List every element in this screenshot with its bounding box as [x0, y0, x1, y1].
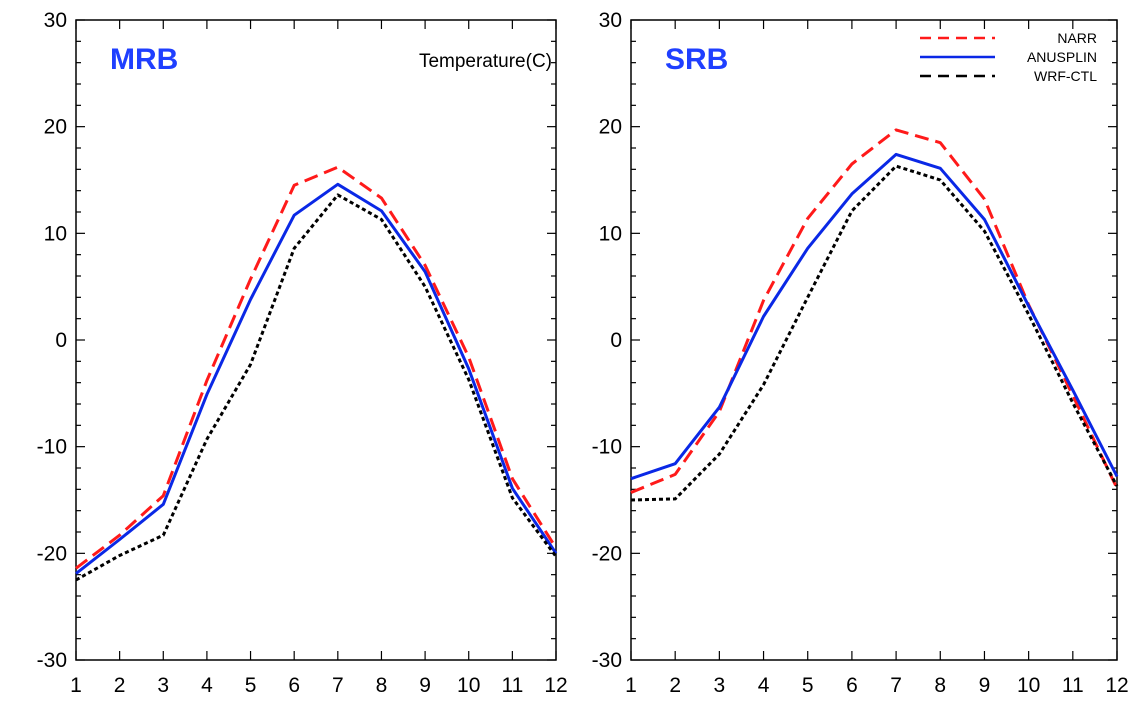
x-tick-label: 12 — [1105, 674, 1128, 697]
x-tick-label: 4 — [758, 674, 770, 697]
y-tick-label: 30 — [44, 9, 67, 32]
x-tick-label: 8 — [376, 674, 388, 697]
x-tick-label: 5 — [802, 674, 814, 697]
x-tick-label: 2 — [114, 674, 126, 697]
y-tick-label: -30 — [592, 649, 622, 672]
series-line-narr — [630, 128, 1119, 494]
series-line-anusplin — [75, 182, 558, 575]
y-tick-label: 10 — [599, 222, 622, 245]
x-tick-label: 7 — [332, 674, 344, 697]
x-tick-label: 9 — [419, 674, 431, 697]
x-tick-label: 6 — [288, 674, 300, 697]
y-tick-label: -20 — [592, 542, 622, 565]
plot-frame — [75, 19, 557, 661]
y-tick-label: 0 — [55, 329, 67, 352]
x-tick-label: 6 — [846, 674, 858, 697]
legend-label: NARR — [1057, 30, 1097, 46]
series-line-narr — [75, 165, 558, 570]
x-tick-label: 8 — [934, 674, 946, 697]
x-tick-label: 12 — [544, 674, 567, 697]
series-line-wrf-ctl — [630, 164, 1119, 502]
x-tick-label: 7 — [890, 674, 902, 697]
y-tick-label: -30 — [37, 649, 67, 672]
legend-label: WRF-CTL — [1034, 68, 1097, 84]
x-tick-label: 1 — [625, 674, 637, 697]
variable-label: Temperature(C) — [419, 51, 552, 72]
x-tick-label: 5 — [245, 674, 257, 697]
x-tick-label: 10 — [457, 674, 480, 697]
x-tick-label: 10 — [1017, 674, 1040, 697]
x-tick-label: 3 — [157, 674, 169, 697]
y-tick-label: 20 — [599, 116, 622, 139]
legend: NARR ANUSPLIN WRF-CTL — [920, 30, 1097, 84]
y-tick-label: -20 — [37, 542, 67, 565]
legend-label: ANUSPLIN — [1027, 49, 1097, 65]
x-tick-label: 4 — [201, 674, 213, 697]
y-tick-label: -10 — [37, 436, 67, 459]
y-tick-label: 10 — [44, 222, 67, 245]
y-tick-label: 20 — [44, 116, 67, 139]
y-tick-label: 0 — [610, 329, 622, 352]
panel-title: SRB — [665, 43, 728, 76]
x-tick-label: 11 — [1062, 674, 1084, 697]
x-tick-label: 11 — [501, 674, 523, 697]
x-tick-label: 3 — [714, 674, 726, 697]
panel-title: MRB — [110, 43, 178, 76]
x-tick-label: 2 — [669, 674, 681, 697]
x-tick-label: 1 — [70, 674, 82, 697]
series-line-anusplin — [630, 152, 1119, 481]
series-line-wrf-ctl — [75, 193, 558, 582]
y-tick-label: -10 — [592, 436, 622, 459]
plot-frame — [630, 19, 1118, 661]
x-tick-label: 9 — [979, 674, 991, 697]
y-tick-label: 30 — [599, 9, 622, 32]
